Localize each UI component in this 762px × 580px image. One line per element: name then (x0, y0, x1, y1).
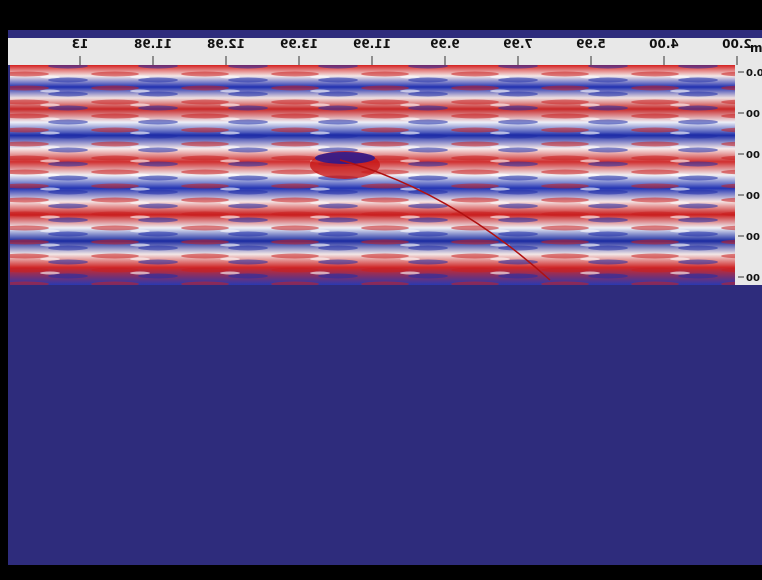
unit-label: m (750, 41, 762, 55)
ruler-label: 7.99 (503, 37, 533, 51)
ruler-label: 00 (746, 109, 760, 120)
ruler-label: 11.98 (134, 37, 172, 51)
anomaly (315, 152, 375, 164)
ruler-label: 00 (746, 191, 760, 202)
ruler-label: 13.99 (280, 37, 318, 51)
ruler-label: 2.00 (722, 37, 752, 51)
ruler-label: 4.00 (649, 37, 679, 51)
ruler-label: 13 (72, 37, 89, 51)
screen: 13 11.98 12.98 13.99 11.99 9.99 7.99 5.99 4.00 2.… (0, 0, 762, 580)
ruler-label: 0.0 (746, 68, 762, 79)
seismic-texture (10, 65, 735, 285)
ruler-label: 00 (746, 150, 760, 161)
ruler-label: 9.99 (430, 37, 460, 51)
ruler-label: 11.99 (353, 37, 391, 51)
ruler-label: 00 (746, 273, 760, 284)
ruler-label: 12.98 (207, 37, 245, 51)
ruler-label: 5.99 (576, 37, 606, 51)
viewer: 13 11.98 12.98 13.99 11.99 9.99 7.99 5.99 4.00 2.… (0, 0, 762, 580)
ruler-label: 00 (746, 232, 760, 243)
side-ruler (735, 65, 762, 285)
